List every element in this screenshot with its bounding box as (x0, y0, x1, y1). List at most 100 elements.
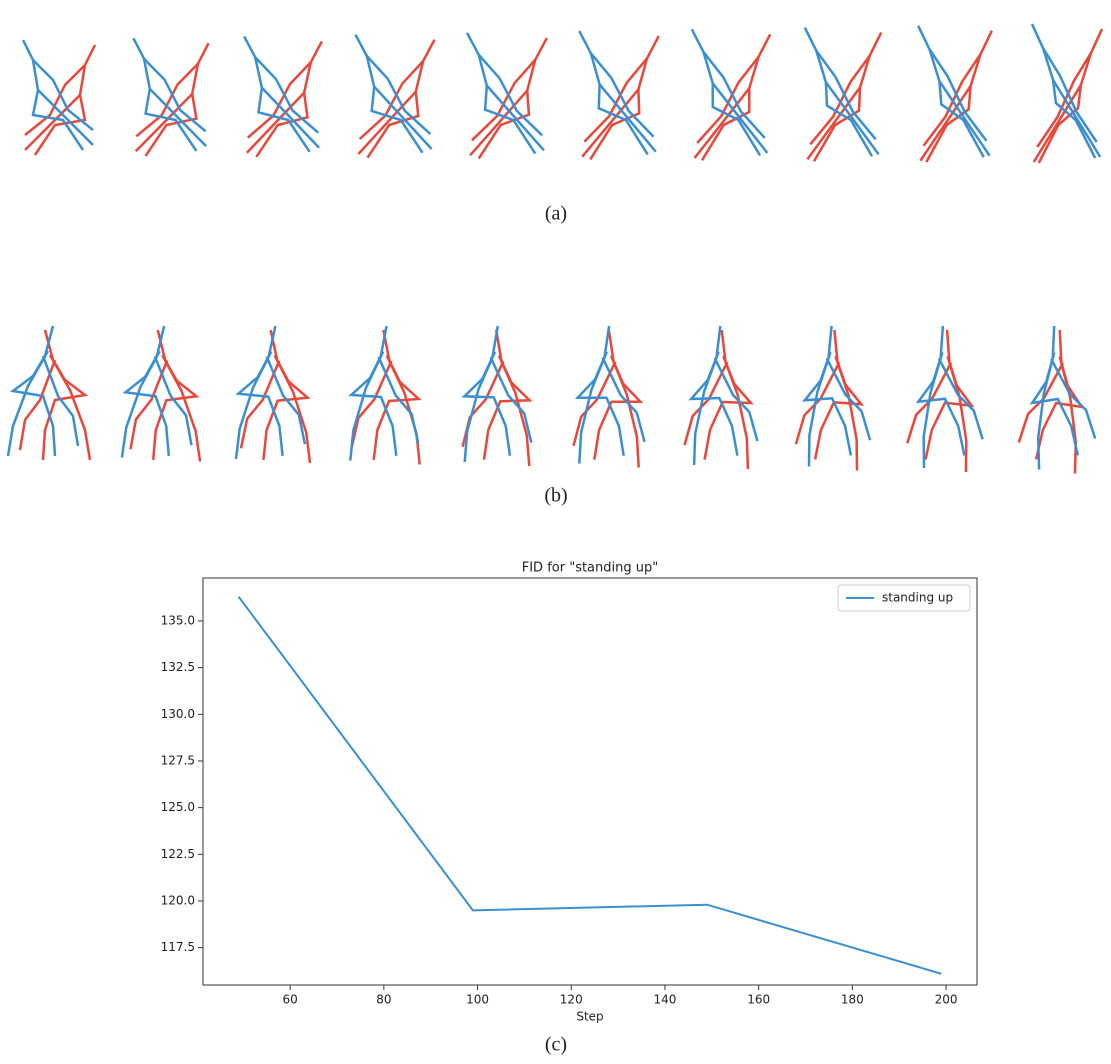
skeleton-limb (1017, 362, 1065, 443)
skeleton-limb (477, 53, 543, 137)
skeleton-limb (1049, 358, 1097, 439)
skeleton-frames (6, 23, 1104, 474)
skeleton-limb (144, 42, 210, 157)
skeleton-limb (700, 33, 772, 161)
skeleton-limb (234, 350, 273, 460)
x-tick-label: 120 (560, 993, 583, 1007)
skeleton-limb (32, 59, 94, 131)
skeleton-limb (358, 60, 425, 140)
skeleton-limb (924, 329, 975, 460)
skeleton-limb (803, 27, 874, 157)
skeleton-limb (922, 53, 982, 147)
x-tick-label: 140 (654, 993, 677, 1007)
skeleton-limb (24, 64, 86, 136)
skeleton-limb (153, 355, 193, 446)
chart-title: FID for "standing up" (522, 561, 658, 576)
skeleton-limb (469, 89, 529, 157)
skeleton-limb (696, 56, 760, 144)
skeleton-limb (255, 40, 323, 158)
skeleton-limb (815, 49, 877, 141)
skeleton-limb (366, 39, 436, 159)
skeleton-limb (245, 91, 306, 154)
skeleton-limb (1052, 79, 1102, 158)
skeleton-limb (48, 354, 92, 461)
skeleton-limb (129, 359, 169, 450)
skeleton-limb (610, 355, 640, 468)
skeleton-limb (485, 84, 545, 152)
skeleton-limb (148, 88, 208, 148)
skeleton-limb (1037, 28, 1104, 164)
y-tick-label: 120.0 (161, 893, 195, 907)
skeleton-limb (1041, 47, 1098, 143)
skeleton-limb (348, 325, 398, 456)
y-tick-label: 127.5 (161, 753, 195, 767)
skeleton-limb (18, 359, 57, 451)
skeleton-limb (265, 356, 307, 445)
skeleton-limb (690, 28, 762, 156)
skeleton-limb (925, 30, 993, 163)
skeleton-limb (1036, 352, 1056, 470)
skeleton-limb (489, 356, 533, 443)
skeleton-limb (946, 355, 968, 473)
skeleton-limb (497, 355, 531, 467)
x-tick-label: 160 (747, 993, 770, 1007)
skeleton-limb (583, 57, 649, 143)
skeleton-limb (246, 61, 312, 139)
skeleton-limb (41, 355, 80, 447)
skeleton-limb (834, 355, 859, 471)
skeleton-limb (33, 44, 97, 156)
skeleton-limb (1058, 356, 1078, 474)
skeleton-limb (794, 361, 841, 445)
skeleton-limb (349, 350, 385, 461)
caption-b: (b) (544, 485, 567, 507)
y-tick-label: 122.5 (161, 847, 195, 861)
skeleton-limb (713, 357, 759, 442)
skeleton-limb (477, 37, 549, 160)
y-tick-label: 117.5 (161, 940, 195, 954)
x-tick-label: 180 (841, 993, 864, 1007)
skeleton-limb (24, 94, 81, 151)
skeleton-limb (463, 351, 497, 463)
skeleton-limb (906, 362, 953, 444)
skeleton-limb (601, 357, 646, 443)
skeleton-limb (812, 32, 883, 162)
caption-c: (c) (545, 1034, 567, 1056)
skeleton-limb (9, 325, 57, 457)
skeleton-limb (578, 351, 608, 464)
skeleton-limb (581, 88, 640, 158)
skeleton-limb (589, 52, 655, 138)
skeleton-limb (365, 55, 432, 135)
skeleton-limb (711, 82, 769, 154)
skeleton-limb (578, 30, 649, 156)
x-tick-label: 80 (376, 993, 391, 1007)
caption-a: (a) (545, 203, 567, 225)
skeleton-limb (41, 329, 89, 461)
y-tick-label: 132.5 (161, 660, 195, 674)
skeleton-limb (37, 89, 94, 146)
data-line (237, 596, 942, 975)
skeleton-limb (692, 351, 720, 466)
skeleton-limb (702, 51, 766, 139)
skeleton-limb (471, 58, 537, 142)
skeleton-limb (254, 56, 320, 134)
skeleton-limb (243, 35, 311, 153)
skeleton-limb (938, 80, 991, 157)
skeleton-limb (357, 90, 417, 155)
skeleton-limb (937, 358, 984, 440)
skeleton-limb (919, 85, 972, 162)
skeleton-limb (132, 37, 198, 152)
skeleton-limb (373, 85, 433, 150)
skeleton-limb (350, 360, 393, 448)
x-tick-label: 60 (283, 993, 298, 1007)
x-tick-label: 100 (466, 993, 489, 1007)
skeleton-limb (161, 354, 202, 462)
skeleton-limb (589, 35, 660, 161)
skeleton-limb (722, 355, 750, 470)
legend-label: standing up (882, 591, 953, 605)
skeleton-limb (260, 86, 321, 149)
skeleton-limb (598, 83, 657, 153)
skeleton-limb (235, 325, 284, 457)
skeleton-limb (120, 350, 161, 458)
skeleton-limb (354, 34, 424, 154)
